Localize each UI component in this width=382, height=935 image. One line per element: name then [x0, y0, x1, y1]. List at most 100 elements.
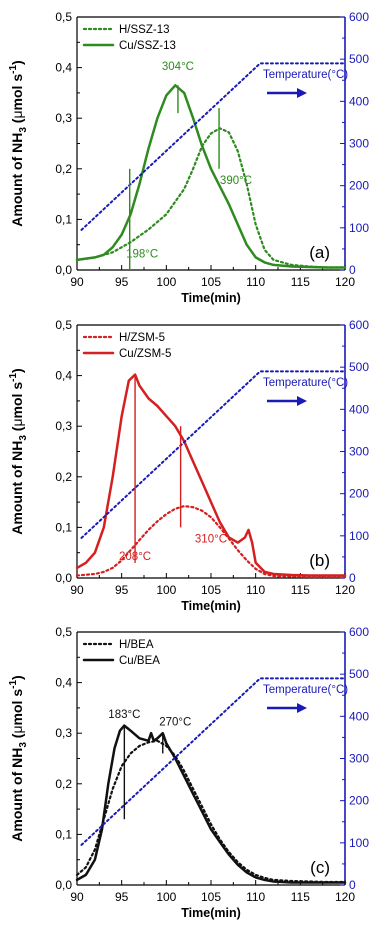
y-axis-label-units: mol s	[9, 382, 25, 419]
y-axis-label-sup: -1	[8, 680, 19, 689]
chart-panel-2: 90 95 100 105 110 115 120 0,0 0,1 0,2 0,3 0,4 0,5 0 10…	[8, 318, 369, 613]
annotation-label: 183°C	[108, 709, 140, 721]
x-tick-label: 110	[246, 890, 265, 904]
temperature-arrow-head	[297, 396, 307, 406]
y-axis-label-main: Amount of NH	[9, 133, 25, 227]
y2-tick-label: 600	[349, 318, 369, 332]
series-line-2	[75, 724, 347, 884]
y-axis-label-sub: 3	[18, 742, 29, 748]
y-tick-label: 0,2	[55, 162, 72, 176]
x-tick-label: 95	[115, 275, 129, 289]
y-tick-label: 0,4	[55, 61, 72, 75]
y-tick-label: 0,5	[55, 318, 72, 332]
y-tick-label: 0,2	[55, 777, 72, 791]
y-axis-label-units: )	[9, 675, 25, 680]
annotation-label: 198°C	[126, 248, 158, 260]
y-tick-label: 0,0	[55, 263, 72, 277]
y2-tick-label: 200	[349, 794, 369, 808]
x-tick-label: 115	[291, 583, 310, 597]
y-tick-label: 0,3	[55, 419, 72, 433]
series-line-2	[75, 373, 347, 577]
y2-tick-label: 400	[349, 94, 369, 108]
y-tick-label: 0,1	[55, 212, 72, 226]
x-tick-label: 120	[335, 890, 355, 904]
temperature-arrow-head	[297, 88, 307, 98]
y-axis-label: Amount of NH3 (μmol s-1)	[8, 368, 29, 534]
y-axis-label-main: Amount of NH	[9, 748, 25, 842]
x-axis-label: Time(min)	[181, 291, 241, 305]
y-axis-label-mu: μ	[9, 725, 25, 733]
y-axis-label-sub: 3	[18, 127, 29, 133]
x-tick-label: 110	[246, 275, 265, 289]
x-tick-label: 120	[335, 275, 355, 289]
y-tick-label: 0,0	[55, 571, 72, 585]
chart-panel-3: 90 95 100 105 110 115 120 0,0 0,1 0,2 0,3 0,4 0,5 0 10…	[8, 625, 369, 920]
temperature-series-line	[80, 62, 346, 231]
y-axis-label: Amount of NH3 (μmol s-1)	[8, 60, 29, 226]
x-tick-label: 100	[156, 275, 176, 289]
y2-tick-label: 300	[349, 752, 369, 766]
x-tick-label: 115	[291, 275, 310, 289]
y2-tick-label: 200	[349, 179, 369, 193]
y-tick-label: 0,4	[55, 369, 72, 383]
y2-tick-label: 500	[349, 52, 369, 66]
y-tick-label: 0,3	[55, 111, 72, 125]
panel-label: (a)	[309, 243, 330, 262]
y2-tick-label: 200	[349, 487, 369, 501]
y2-tick-label: 600	[349, 10, 369, 24]
y-axis-label-mu: μ	[9, 418, 25, 426]
y-tick-label: 0,1	[55, 827, 72, 841]
annotation-label: 390°C	[220, 175, 252, 187]
y-tick-label: 0,5	[55, 625, 72, 639]
temperature-series-line	[80, 370, 346, 539]
y-tick-label: 0,0	[55, 878, 72, 892]
annotation-label: 310°C	[195, 534, 227, 546]
y-tick-label: 0,3	[55, 726, 72, 740]
y2-tick-label: 300	[349, 445, 369, 459]
x-tick-label: 105	[201, 275, 221, 289]
temperature-arrow-head	[297, 703, 307, 713]
series-line-1	[75, 505, 347, 579]
panel-label: (c)	[310, 858, 330, 877]
y2-tick-label: 0	[349, 878, 356, 892]
x-axis-label: Time(min)	[181, 599, 241, 613]
y-axis-label-units: (	[9, 426, 25, 435]
y2-tick-label: 400	[349, 402, 369, 416]
y-tick-label: 0,2	[55, 470, 72, 484]
y-axis-label-sup: -1	[8, 65, 19, 74]
temperature-label: Temperature(°C)	[263, 69, 348, 81]
y-tick-label: 0,5	[55, 10, 72, 24]
temperature-series-line	[80, 677, 346, 846]
x-tick-label: 100	[156, 583, 176, 597]
legend-label-1: H/BEA	[119, 639, 154, 651]
y-axis-label-main: Amount of NH	[9, 441, 25, 535]
x-tick-label: 105	[201, 890, 221, 904]
y-tick-label: 0,4	[55, 676, 72, 690]
series-line-2	[75, 84, 347, 269]
annotation-label: 270°C	[159, 717, 191, 729]
y-axis-label-units: (	[9, 118, 25, 127]
y-tick-label: 0,1	[55, 520, 72, 534]
legend-label-2: Cu/SSZ-13	[119, 40, 176, 52]
y2-tick-label: 500	[349, 667, 369, 681]
temperature-label: Temperature(°C)	[263, 377, 348, 389]
x-tick-label: 90	[70, 583, 84, 597]
legend-label-1: H/SSZ-13	[119, 24, 170, 36]
x-tick-label: 95	[115, 583, 129, 597]
y2-tick-label: 0	[349, 571, 356, 585]
panel-label: (b)	[309, 551, 330, 570]
y-axis-label: Amount of NH3 (μmol s-1)	[8, 675, 29, 841]
x-tick-label: 90	[70, 275, 84, 289]
y2-tick-label: 600	[349, 625, 369, 639]
series-line-1	[75, 739, 347, 884]
y2-tick-label: 500	[349, 360, 369, 374]
y-axis-label-mu: μ	[9, 110, 25, 118]
y-axis-label-units: (	[9, 733, 25, 742]
y-axis-label-sup: -1	[8, 373, 19, 382]
x-tick-label: 115	[291, 890, 310, 904]
y-axis-label-units: mol s	[9, 74, 25, 111]
y2-tick-label: 300	[349, 137, 369, 151]
y-axis-label-units: )	[9, 368, 25, 373]
y-axis-label-units: mol s	[9, 689, 25, 726]
